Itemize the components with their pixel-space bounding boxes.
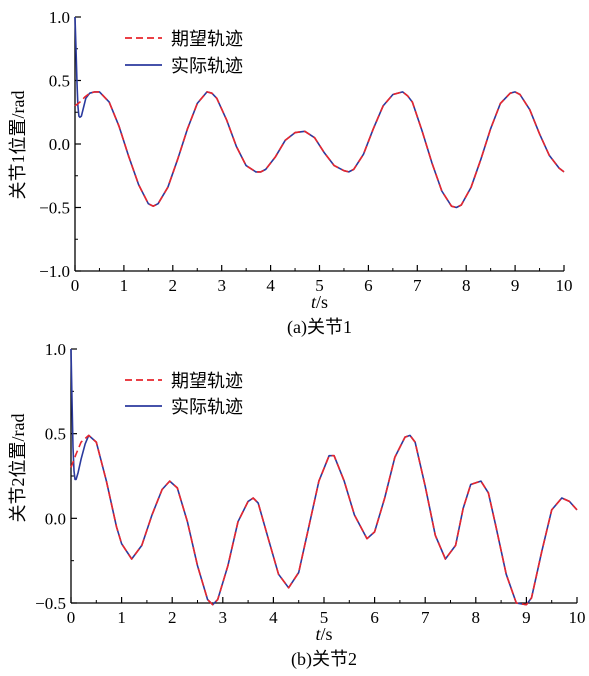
x-tick-label: 3: [217, 276, 226, 295]
x-tick-label: 8: [462, 276, 471, 295]
series-line-actual: [70, 348, 578, 606]
y-tick-label: −0.5: [35, 594, 66, 613]
series-line-desired: [74, 91, 565, 209]
x-tick-label: 0: [71, 276, 80, 295]
x-tick-label: 0: [67, 608, 76, 627]
x-tick-label: 9: [511, 276, 520, 295]
x-axis-label-unit: /s: [321, 624, 333, 644]
x-tick-label: 4: [266, 276, 275, 295]
x-tick-label: 1: [117, 608, 126, 627]
chart-panel-1: 0 1 2 3 4 5 6 7 8 9 10 1.0 0.5 0.0 −0.5 −1.0 期望轨迹实际轨迹关节1…: [8, 8, 573, 338]
x-tick-label: 3: [219, 608, 228, 627]
x-tick-label: 5: [320, 608, 329, 627]
x-axis-label: t/s: [311, 292, 328, 312]
x-tick-label: 10: [556, 276, 573, 295]
x-axis-label-var: t: [311, 292, 317, 312]
x-tick-label: 8: [472, 608, 481, 627]
x-tick-label: 6: [370, 608, 379, 627]
x-tick-label: 9: [522, 608, 531, 627]
x-tick-label: 10: [569, 608, 586, 627]
x-axis-label-unit: /s: [316, 292, 328, 312]
x-tick-label: 1: [120, 276, 129, 295]
x-tick-label: 4: [269, 608, 278, 627]
x-tick-label: 7: [421, 608, 430, 627]
chart-panel-2: 0 1 2 3 4 5 6 7 8 9 10 1.0 0.5 0.0 −0.5 期望轨迹实际轨迹关节2位置/r…: [8, 340, 586, 670]
x-axis-label-var: t: [315, 624, 321, 644]
chart-caption: (a)关节1: [287, 317, 352, 338]
y-tick-label: 0.0: [45, 509, 66, 528]
x-tick-label: 5: [315, 276, 324, 295]
y-tick-label: 0.5: [45, 425, 66, 444]
y-tick-label: −0.5: [39, 199, 70, 218]
legend-label: 实际轨迹: [171, 397, 243, 417]
legend-label: 实际轨迹: [171, 56, 243, 76]
x-tick-label: 2: [169, 276, 178, 295]
y-tick-label: 0.5: [49, 72, 70, 91]
y-axis-label: 关节1位置/rad: [8, 91, 28, 200]
y-tick-label: −1.0: [39, 262, 70, 281]
series-line-desired: [70, 434, 578, 606]
legend-label: 期望轨迹: [171, 29, 243, 49]
y-tick-label: 1.0: [45, 340, 66, 359]
x-axis-label: t/s: [315, 624, 332, 644]
series-line-actual: [74, 16, 565, 209]
y-axis-label: 关节2位置/rad: [8, 414, 28, 523]
y-tick-label: 1.0: [49, 8, 70, 27]
y-tick-label: 0.0: [49, 135, 70, 154]
chart-caption: (b)关节2: [291, 649, 357, 670]
x-tick-label: 7: [413, 276, 422, 295]
legend-label: 期望轨迹: [171, 371, 243, 391]
x-tick-label: 6: [364, 276, 373, 295]
x-tick-label: 2: [168, 608, 177, 627]
